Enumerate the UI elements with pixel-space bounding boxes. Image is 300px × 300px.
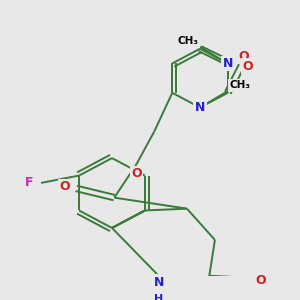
Text: O: O [256, 274, 266, 287]
Text: N: N [195, 101, 205, 114]
Text: O: O [238, 50, 249, 63]
Text: O: O [131, 167, 142, 180]
Text: CH₃: CH₃ [177, 36, 198, 46]
Text: N: N [223, 57, 233, 70]
Text: O: O [243, 60, 253, 73]
Text: N: N [154, 276, 164, 289]
Text: CH₃: CH₃ [230, 80, 250, 91]
Text: O: O [59, 180, 70, 193]
Text: H: H [154, 294, 164, 300]
Text: F: F [25, 176, 33, 189]
